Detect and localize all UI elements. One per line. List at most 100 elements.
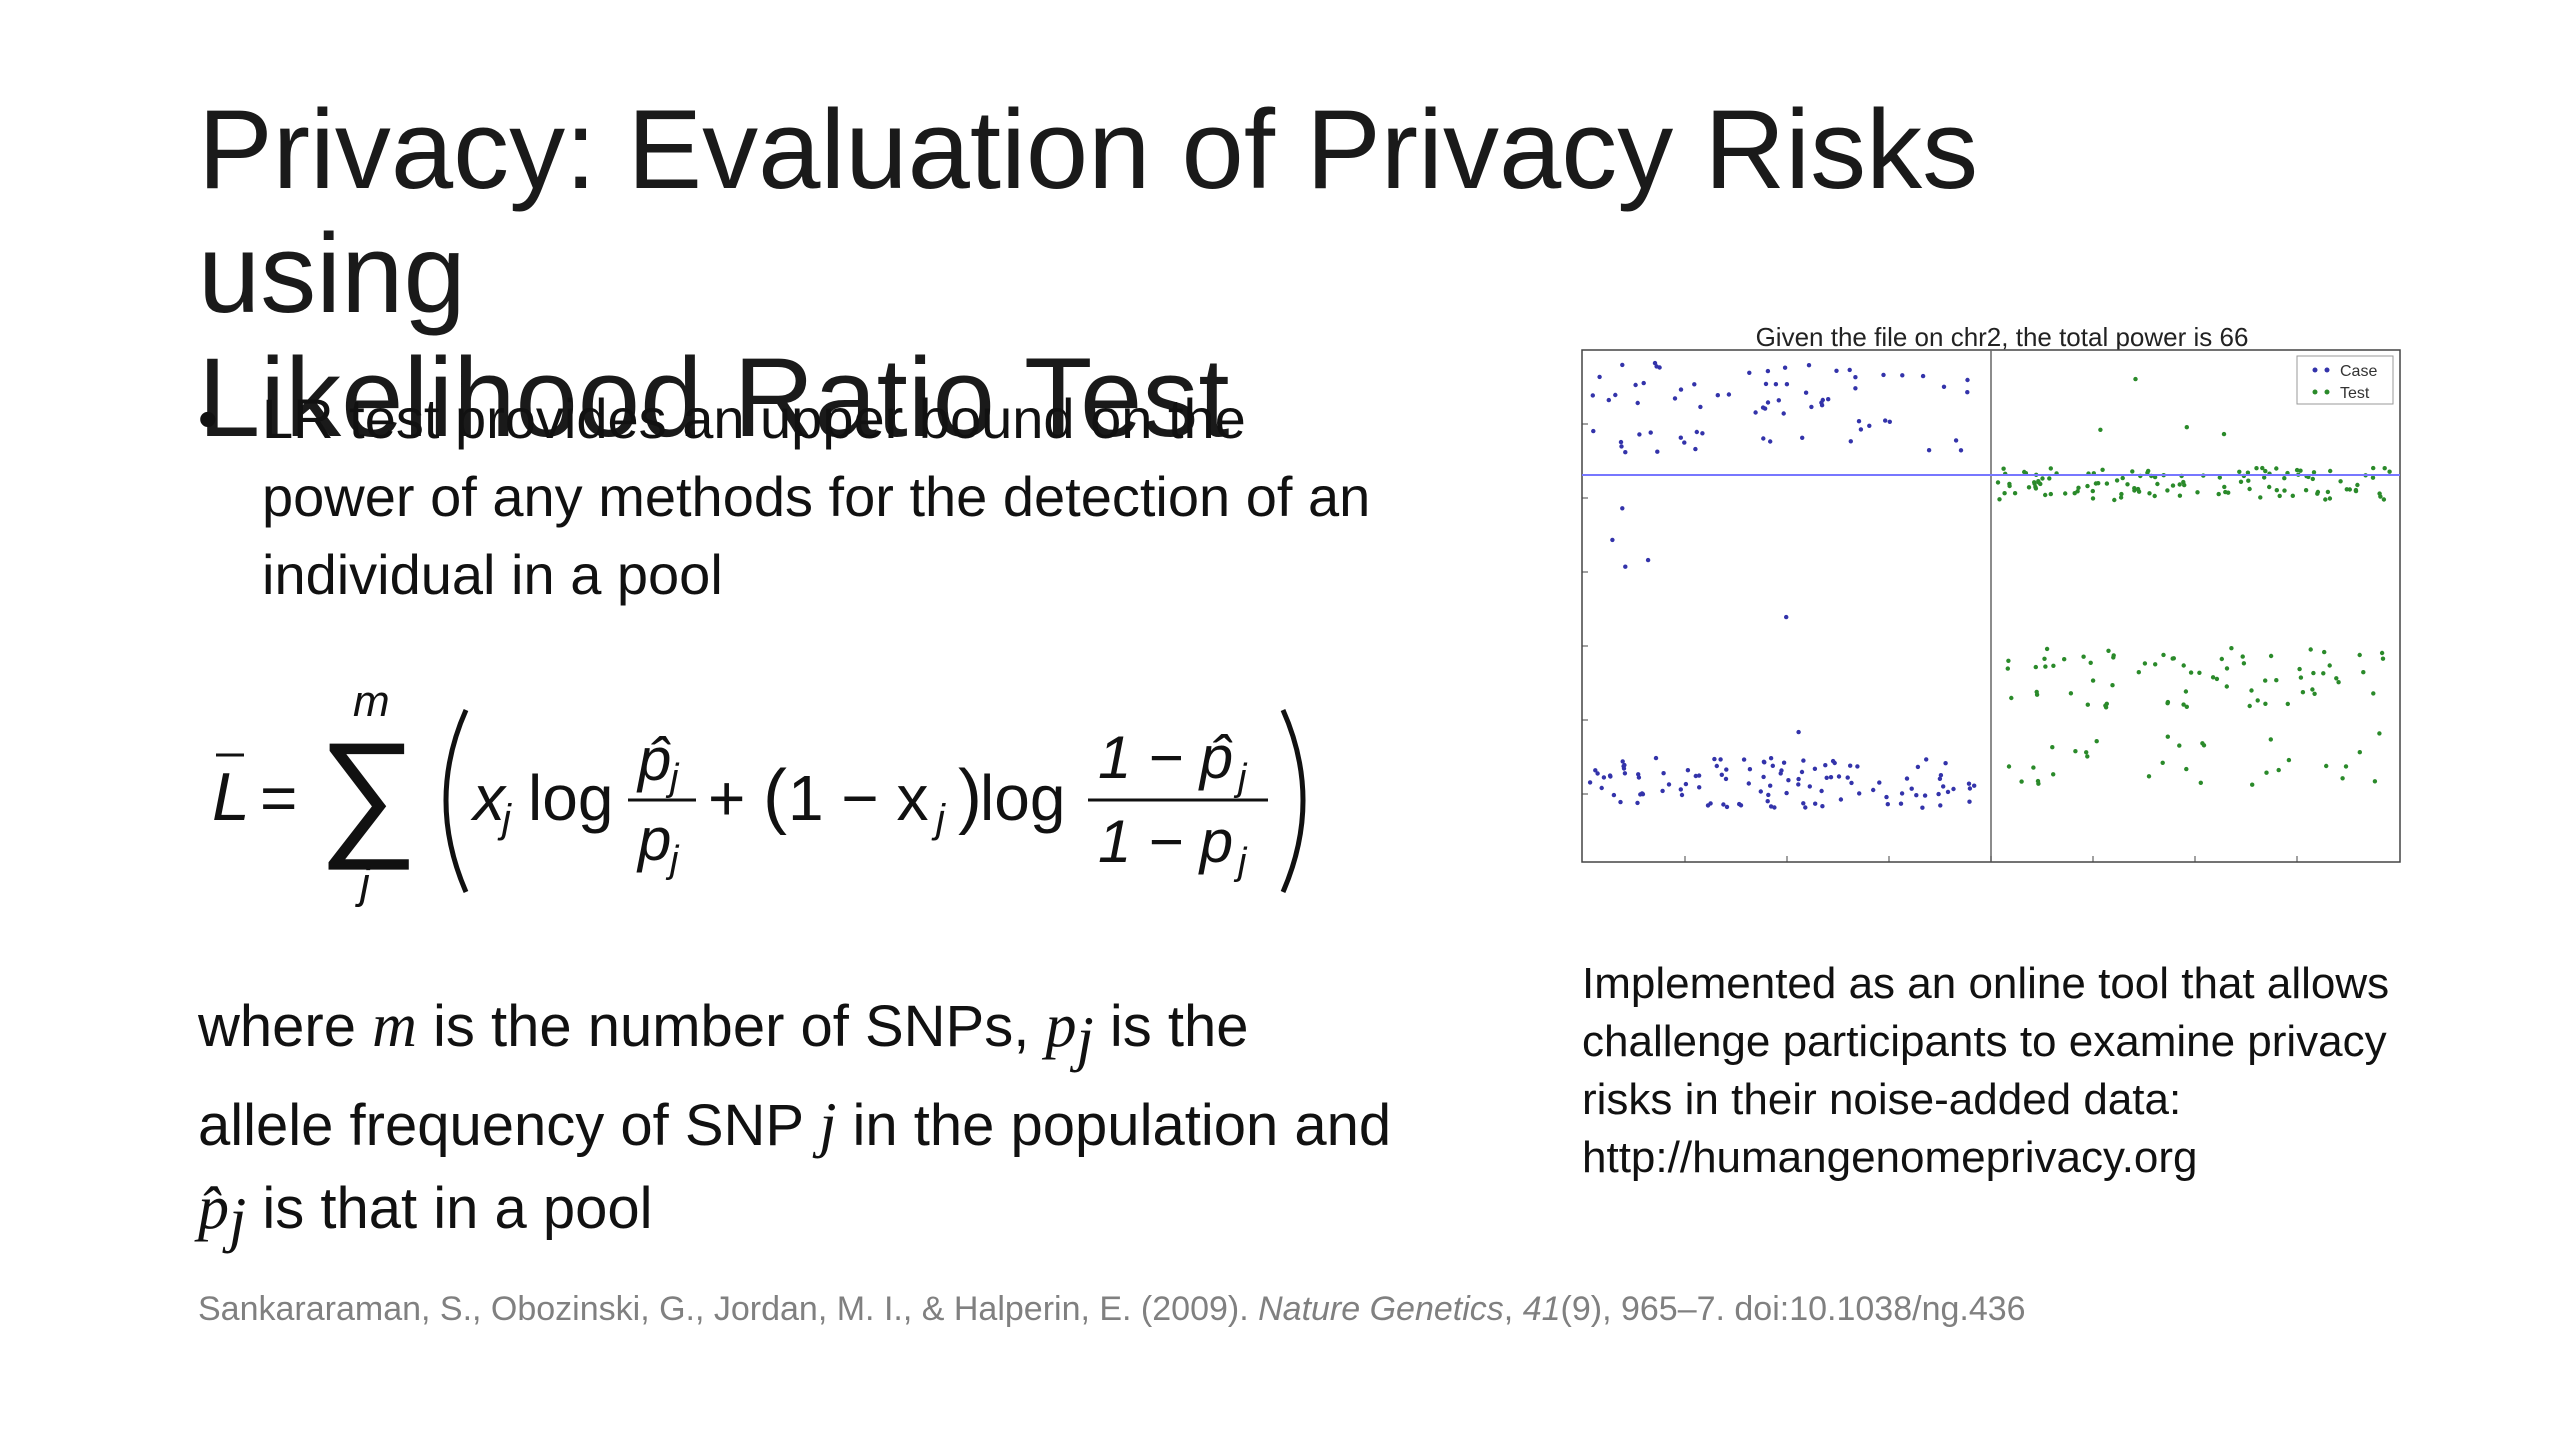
test-point bbox=[2048, 491, 2053, 497]
test-point bbox=[2357, 750, 2362, 755]
case-point bbox=[1715, 393, 1720, 398]
case-point bbox=[1746, 781, 1751, 786]
case-point bbox=[1765, 368, 1771, 374]
axis-ticks bbox=[1581, 349, 2401, 863]
test-point bbox=[2221, 431, 2227, 437]
test-point bbox=[2022, 469, 2027, 475]
case-point bbox=[1593, 768, 1598, 773]
case-point bbox=[1766, 792, 1771, 798]
test-point bbox=[2006, 658, 2011, 663]
case-point bbox=[1803, 390, 1809, 395]
case-point bbox=[1768, 756, 1774, 761]
right-paren-icon bbox=[1280, 708, 1306, 893]
case-point bbox=[1781, 760, 1787, 765]
test-point bbox=[2250, 782, 2255, 787]
test-point bbox=[2353, 488, 2359, 494]
case-point bbox=[1796, 782, 1801, 787]
frac1-num: p̂ bbox=[636, 726, 671, 793]
test-point bbox=[2009, 695, 2014, 701]
test-point bbox=[2300, 690, 2306, 695]
case-point bbox=[1753, 410, 1758, 415]
legend-case-label: Case bbox=[2340, 363, 2377, 380]
test-point bbox=[2100, 467, 2105, 472]
case-point bbox=[1768, 783, 1773, 788]
test-point bbox=[2285, 701, 2290, 707]
test-point bbox=[2181, 702, 2186, 707]
case-point bbox=[1836, 774, 1842, 779]
test-point bbox=[2277, 493, 2282, 499]
implementation-note: Implemented as an online tool that allow… bbox=[1582, 955, 2542, 1187]
one-minus-x: 1 − x bbox=[788, 762, 929, 834]
case-point bbox=[1885, 802, 1890, 807]
where-phat-sub: j bbox=[229, 1186, 247, 1255]
case-point bbox=[1812, 766, 1818, 771]
case-point bbox=[1838, 797, 1844, 802]
test-point bbox=[2260, 465, 2265, 471]
test-point bbox=[2378, 494, 2383, 499]
test-point bbox=[2308, 647, 2313, 652]
case-point bbox=[1622, 771, 1628, 776]
test-point bbox=[2315, 491, 2320, 496]
test-point bbox=[2229, 646, 2234, 651]
case-point bbox=[1799, 769, 1805, 775]
case-point bbox=[1672, 396, 1678, 401]
case-point bbox=[1951, 786, 1956, 792]
case-point bbox=[1848, 439, 1853, 444]
case-point bbox=[1800, 435, 1805, 440]
case-point bbox=[1820, 804, 1825, 809]
test-point bbox=[2286, 757, 2292, 763]
case-point bbox=[1599, 785, 1604, 791]
case-point bbox=[1705, 803, 1711, 808]
legend-test-marker bbox=[2324, 389, 2330, 395]
test-point bbox=[2135, 486, 2141, 492]
term1-x: x bbox=[470, 762, 507, 834]
test-point bbox=[2104, 481, 2110, 486]
case-point bbox=[1653, 755, 1659, 761]
test-point bbox=[2170, 483, 2176, 488]
case-point bbox=[1941, 784, 1946, 789]
test-point bbox=[2310, 476, 2315, 482]
case-point bbox=[1607, 773, 1613, 778]
legend-test-label: Test bbox=[2340, 385, 2370, 402]
case-point bbox=[1857, 791, 1862, 796]
case-point bbox=[1824, 775, 1829, 780]
formula-lhs: L bbox=[212, 759, 250, 835]
case-point bbox=[1855, 764, 1860, 769]
test-point bbox=[2371, 691, 2376, 696]
one-minus-x-sub: j bbox=[931, 797, 946, 841]
where-phat: p̂ bbox=[198, 1173, 229, 1242]
frac2-num-sub: j bbox=[1233, 757, 1248, 799]
case-point bbox=[1828, 775, 1834, 780]
case-point bbox=[1801, 801, 1806, 806]
test-point bbox=[2323, 497, 2328, 502]
case-point bbox=[1718, 757, 1723, 762]
test-point bbox=[2090, 488, 2095, 494]
test-point bbox=[2322, 649, 2327, 655]
test-point bbox=[2340, 776, 2345, 781]
chart-legend: Case Test bbox=[2296, 355, 2394, 405]
case-point bbox=[1786, 778, 1791, 783]
test-point bbox=[2237, 469, 2242, 474]
where-p: p bbox=[1045, 992, 1077, 1060]
bullet-list: • LR test provides an upper bound on the… bbox=[198, 380, 1378, 614]
test-point bbox=[2224, 666, 2230, 671]
case-point bbox=[1678, 435, 1683, 440]
impl-url-link[interactable]: http://humangenomeprivacy.org bbox=[1582, 1133, 2198, 1182]
test-point bbox=[1995, 480, 2001, 485]
case-point bbox=[1898, 801, 1904, 806]
test-point bbox=[2081, 654, 2086, 659]
test-point bbox=[2247, 703, 2252, 709]
case-point bbox=[1762, 760, 1767, 765]
test-point bbox=[2119, 491, 2124, 497]
scatter-points bbox=[1587, 360, 2392, 810]
test-point bbox=[2245, 470, 2251, 475]
where-0: where bbox=[198, 994, 373, 1059]
case-point bbox=[1768, 439, 1773, 444]
test-point bbox=[2210, 675, 2216, 680]
case-point bbox=[1610, 537, 1615, 543]
test-point bbox=[2072, 491, 2077, 496]
case-point bbox=[1696, 773, 1702, 778]
case-point bbox=[1635, 800, 1640, 806]
test-point bbox=[2002, 491, 2007, 496]
test-point bbox=[2371, 465, 2376, 471]
